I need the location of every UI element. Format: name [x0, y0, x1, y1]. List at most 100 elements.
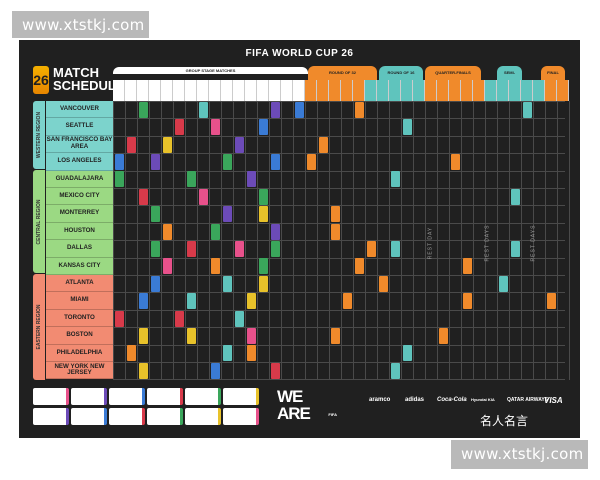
grid-column-line	[509, 101, 510, 380]
watermark-bottom: www.xtstkj.com	[451, 440, 588, 469]
match-schedule-heading: MATCH SCHEDULE	[53, 66, 125, 92]
group-tables	[33, 388, 269, 426]
heading-line-2: SCHEDULE	[53, 78, 125, 93]
sponsor-coca-cola: Coca-Cola	[437, 397, 467, 403]
schedule-grid	[113, 101, 570, 381]
grid-column-line	[425, 101, 426, 380]
date-column-header	[317, 80, 329, 101]
match-tile	[186, 240, 196, 257]
match-tile	[150, 206, 160, 223]
sponsor-visa: VISA	[544, 396, 563, 405]
grid-column-line	[269, 101, 270, 380]
grid-row-line	[113, 135, 565, 137]
grid-column-line	[437, 101, 438, 380]
match-tile	[174, 310, 184, 327]
sponsor-qatar: QATAR AIRWAYS	[507, 397, 549, 403]
city-boston: BOSTON	[46, 327, 113, 345]
match-tile	[246, 345, 256, 362]
grid-row-line	[113, 205, 565, 207]
grid-column-line	[485, 101, 486, 380]
match-tile	[246, 327, 256, 344]
region-western-label: WESTERN REGION	[36, 111, 42, 159]
we-are-fifa-line-2: ARE	[277, 404, 311, 423]
match-tile	[138, 101, 148, 118]
match-schedule-poster: FIFA WORLD CUP 26 26 MATCH SCHEDULE GROU…	[19, 40, 580, 438]
date-column-header	[533, 80, 545, 101]
grid-column-line	[497, 101, 498, 380]
date-column-header	[113, 80, 125, 101]
date-column-header	[329, 80, 341, 101]
match-tile	[150, 153, 160, 170]
date-column-header	[221, 80, 233, 101]
grid-row-line	[113, 292, 565, 294]
grid-row-line	[113, 222, 565, 224]
city-dallas: DALLAS	[46, 240, 113, 258]
grid-row-line	[113, 118, 565, 120]
match-tile	[498, 275, 508, 292]
date-column-header	[557, 80, 569, 101]
match-tile	[462, 293, 472, 310]
we-are-fifa-logo: WE ARE FIFA	[277, 388, 345, 428]
rest-day-label-1: REST DAY	[427, 226, 434, 260]
grid-column-line	[329, 101, 330, 380]
grid-column-line	[557, 101, 558, 380]
match-tile	[258, 275, 268, 292]
grid-row-line	[113, 309, 565, 311]
date-column-header	[425, 80, 437, 101]
match-tile	[162, 258, 172, 275]
date-column-header	[257, 80, 269, 101]
date-column-header	[449, 80, 461, 101]
grid-column-line	[365, 101, 366, 380]
grid-column-line	[161, 101, 162, 380]
match-tile	[402, 345, 412, 362]
grid-row-line	[113, 327, 565, 329]
date-column-header	[545, 80, 557, 101]
region-eastern: EASTERN REGION	[33, 274, 45, 380]
match-tile	[342, 293, 352, 310]
chinese-watermark-text: 名人名言	[480, 414, 529, 428]
grid-row-line	[113, 153, 565, 155]
match-tile	[258, 188, 268, 205]
match-tile	[162, 136, 172, 153]
match-tile	[210, 258, 220, 275]
date-column-header	[485, 80, 497, 101]
grid-column-line	[521, 101, 522, 380]
grid-column-line	[149, 101, 150, 380]
region-western: WESTERN REGION	[33, 101, 45, 169]
date-column-header	[161, 80, 173, 101]
group-table-card	[223, 408, 259, 425]
grid-column-line	[401, 101, 402, 380]
grid-column-line	[209, 101, 210, 380]
grid-column-line	[353, 101, 354, 380]
match-tile	[138, 293, 148, 310]
city-los-angeles: LOS ANGELES	[46, 153, 113, 171]
date-column-header	[149, 80, 161, 101]
date-column-header	[137, 80, 149, 101]
grid-column-line	[185, 101, 186, 380]
city-houston: HOUSTON	[46, 222, 113, 241]
match-tile	[294, 101, 304, 118]
match-tile	[354, 258, 364, 275]
match-tile	[114, 310, 124, 327]
watermark-top: www.xtstkj.com	[12, 11, 149, 38]
match-tile	[270, 362, 280, 379]
sponsor-hyundai-kia: Hyundai KIA	[471, 397, 495, 402]
match-tile	[270, 153, 280, 170]
match-tile	[258, 119, 268, 136]
match-tile	[546, 293, 556, 310]
date-column-header	[281, 80, 293, 101]
city-atlanta: ATLANTA	[46, 275, 113, 293]
match-tile	[450, 153, 460, 170]
group-table-card	[109, 388, 145, 405]
grid-column-line	[221, 101, 222, 380]
date-column-header	[377, 80, 389, 101]
semifinal-header: SEMI-FINALS	[497, 66, 522, 89]
date-column-header	[353, 80, 365, 101]
date-column-header	[365, 80, 377, 101]
date-column-header	[521, 80, 533, 101]
city-san-francisco-bay-area: SAN FRANCISCO BAY AREA	[46, 135, 113, 154]
city-miami: MIAMI	[46, 292, 113, 310]
rest-day-label-3: REST DAYS	[530, 224, 537, 262]
group-table-card	[33, 388, 69, 405]
